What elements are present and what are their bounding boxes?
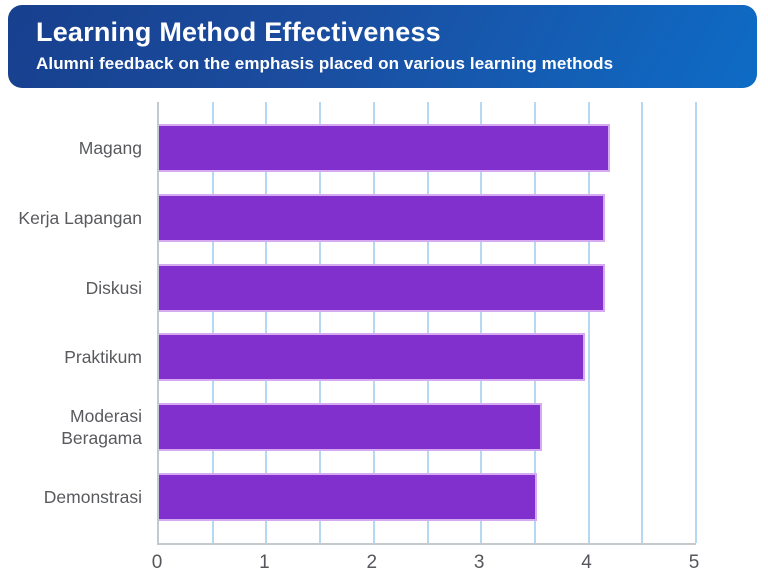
bar-magang xyxy=(159,123,611,172)
category-label-diskusi: Diskusi xyxy=(85,277,142,298)
x-tick-2: 2 xyxy=(366,552,378,573)
bars xyxy=(159,102,696,543)
gridline xyxy=(533,102,536,543)
plot-area xyxy=(157,102,697,545)
gridline xyxy=(695,102,697,543)
x-tick-3: 3 xyxy=(473,552,485,573)
category-label-kerja-lapangan: Kerja Lapangan xyxy=(18,207,142,228)
gridlines xyxy=(159,102,697,543)
x-tick-1: 1 xyxy=(259,552,270,573)
bar-demonstrasi xyxy=(159,473,538,522)
header-banner: Learning Method Effectiveness Alumni fee… xyxy=(8,5,757,88)
bar-kerja-lapangan xyxy=(159,193,605,242)
category-labels: Magang Kerja Lapangan Diskusi Praktikum … xyxy=(0,102,149,543)
category-label-moderasi-beragama: Moderasi Beragama xyxy=(61,406,142,449)
gridline xyxy=(211,102,214,543)
gridline xyxy=(641,102,644,543)
gridline xyxy=(426,102,429,543)
gridline xyxy=(480,102,483,543)
x-axis-ticks: 0 1 2 3 4 5 xyxy=(152,552,700,578)
gridline xyxy=(372,102,375,543)
bar-chart: Magang Kerja Lapangan Diskusi Praktikum … xyxy=(0,88,768,588)
bar-diskusi xyxy=(159,263,605,312)
gridline xyxy=(587,102,590,543)
bar-moderasi-beragama xyxy=(159,403,543,452)
category-label-demonstrasi: Demonstrasi xyxy=(43,487,142,508)
gridline xyxy=(319,102,322,543)
bar-praktikum xyxy=(159,333,586,382)
chart-subtitle: Alumni feedback on the emphasis placed o… xyxy=(36,54,614,74)
gridline xyxy=(265,102,268,543)
category-label-praktikum: Praktikum xyxy=(64,347,142,368)
x-tick-0: 0 xyxy=(151,552,163,573)
chart-title: Learning Method Effectiveness xyxy=(36,17,441,47)
category-label-magang: Magang xyxy=(78,137,142,158)
x-tick-5: 5 xyxy=(688,552,700,573)
x-tick-4: 4 xyxy=(581,552,592,573)
